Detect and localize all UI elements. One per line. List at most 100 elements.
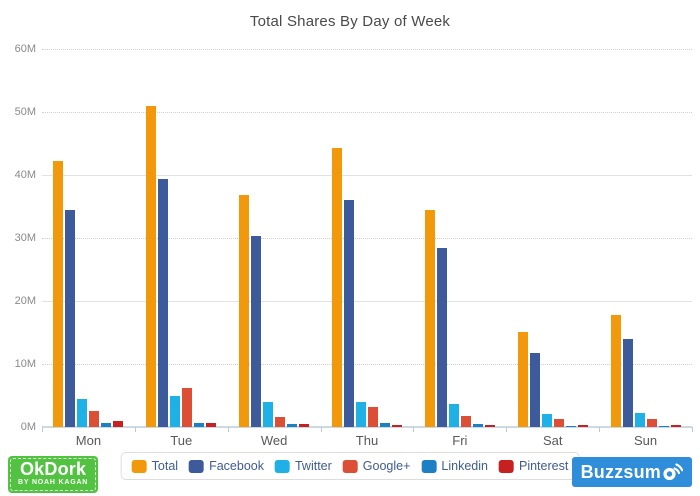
legend-label: Google+ xyxy=(362,459,411,473)
x-axis-line xyxy=(42,426,692,428)
bar-total-sun[interactable] xyxy=(610,314,621,427)
bar-pinterest-thu[interactable] xyxy=(391,425,402,427)
legend-label: Twitter xyxy=(294,459,332,473)
legend: Total Facebook Twitter Google+ Linkedin Pinte… xyxy=(120,452,580,480)
bar-total-wed[interactable] xyxy=(239,195,250,427)
y-axis-tick-label: 40M xyxy=(14,169,36,181)
y-axis-tick-label: 20M xyxy=(14,295,36,307)
legend-item-twitter[interactable]: Twitter xyxy=(274,459,332,473)
bar-googleplus-sun[interactable] xyxy=(646,418,657,427)
bar-pinterest-fri[interactable] xyxy=(484,425,495,427)
x-axis-label-sun: Sun xyxy=(633,433,658,448)
bar-pinterest-sun[interactable] xyxy=(670,425,681,427)
buzzsumo-o-signal-icon xyxy=(663,463,683,481)
legend-label: Facebook xyxy=(209,459,264,473)
legend-item-total[interactable]: Total xyxy=(131,459,179,473)
bar-twitter-wed[interactable] xyxy=(263,402,274,427)
bar-group-wed xyxy=(228,49,321,427)
gridline-30M xyxy=(42,238,692,239)
x-axis-tick xyxy=(134,427,136,432)
bar-linkedin-fri[interactable] xyxy=(472,424,483,427)
bar-total-thu[interactable] xyxy=(331,147,342,427)
bar-twitter-sun[interactable] xyxy=(634,413,645,427)
bar-googleplus-sat[interactable] xyxy=(553,419,564,427)
legend-item-linkedin[interactable]: Linkedin xyxy=(421,459,488,473)
legend-swatch-facebook xyxy=(189,459,205,473)
bar-twitter-mon[interactable] xyxy=(77,398,88,427)
bar-group-sat xyxy=(506,49,599,427)
bar-pinterest-tue[interactable] xyxy=(206,423,217,427)
chart-title: Total Shares By Day of Week xyxy=(249,13,451,30)
bar-facebook-tue[interactable] xyxy=(158,179,169,427)
okdork-logo[interactable]: OkDork BY NOAH KAGAN xyxy=(8,456,99,493)
x-axis-label-sat: Sat xyxy=(542,433,563,448)
bar-total-sat[interactable] xyxy=(517,331,528,427)
x-axis-tick xyxy=(692,427,693,432)
bar-twitter-fri[interactable] xyxy=(448,404,459,427)
x-axis-label-mon: Mon xyxy=(75,433,102,448)
okdork-logo-frame: OkDork BY NOAH KAGAN xyxy=(10,458,97,491)
bar-googleplus-fri[interactable] xyxy=(460,415,471,427)
bar-linkedin-thu[interactable] xyxy=(379,423,390,427)
x-axis-label-wed: Wed xyxy=(260,433,288,448)
bar-group-tue xyxy=(135,49,228,427)
bar-facebook-mon[interactable] xyxy=(65,209,76,427)
bar-facebook-wed[interactable] xyxy=(251,236,262,427)
legend-item-pinterest[interactable]: Pinterest xyxy=(498,459,569,473)
bar-twitter-sat[interactable] xyxy=(541,414,552,427)
legend-swatch-total xyxy=(131,459,147,473)
bar-linkedin-wed[interactable] xyxy=(287,423,298,427)
bar-linkedin-mon[interactable] xyxy=(101,422,112,427)
bar-pinterest-sat[interactable] xyxy=(577,425,588,427)
gridline-60M xyxy=(42,49,692,50)
bar-pinterest-mon[interactable] xyxy=(113,420,124,427)
bar-group-thu xyxy=(321,49,414,427)
x-axis-label-fri: Fri xyxy=(452,433,468,448)
bar-googleplus-tue[interactable] xyxy=(182,387,193,427)
x-axis-tick xyxy=(320,427,322,432)
bar-total-tue[interactable] xyxy=(146,105,157,427)
bar-googleplus-wed[interactable] xyxy=(275,416,286,427)
bar-linkedin-tue[interactable] xyxy=(194,422,205,427)
x-axis-tick xyxy=(413,427,415,432)
bar-twitter-thu[interactable] xyxy=(355,401,366,427)
okdork-logo-title: OkDork xyxy=(19,459,87,479)
gridline-40M xyxy=(42,175,692,176)
x-axis-label-tue: Tue xyxy=(170,433,193,448)
legend-label: Linkedin xyxy=(441,459,488,473)
y-axis-tick-label: 50M xyxy=(14,106,36,118)
buzzsumo-logo-text: Buzzsum xyxy=(580,461,661,482)
bar-group-mon xyxy=(42,49,135,427)
bar-group-fri xyxy=(413,49,506,427)
legend-swatch-linkedin xyxy=(421,459,437,473)
bar-facebook-sat[interactable] xyxy=(529,352,540,427)
legend-label: Total xyxy=(151,459,179,473)
legend-swatch-googleplus xyxy=(342,459,358,473)
bar-total-fri[interactable] xyxy=(424,209,435,427)
bar-facebook-thu[interactable] xyxy=(343,199,354,427)
x-axis-tick xyxy=(599,427,601,432)
bar-googleplus-mon[interactable] xyxy=(89,410,100,427)
bar-linkedin-sat[interactable] xyxy=(565,426,576,427)
bar-total-mon[interactable] xyxy=(53,160,64,427)
legend-item-googleplus[interactable]: Google+ xyxy=(342,459,411,473)
bar-pinterest-wed[interactable] xyxy=(299,423,310,427)
gridline-10M xyxy=(42,364,692,365)
bar-facebook-fri[interactable] xyxy=(436,248,447,427)
gridline-50M xyxy=(42,112,692,113)
legend-item-facebook[interactable]: Facebook xyxy=(189,459,264,473)
bar-googleplus-thu[interactable] xyxy=(367,407,378,427)
buzzsumo-logo[interactable]: Buzzsum xyxy=(571,457,692,487)
x-axis-tick xyxy=(227,427,229,432)
legend-label: Pinterest xyxy=(518,459,569,473)
x-axis-tick xyxy=(506,427,508,432)
bar-twitter-tue[interactable] xyxy=(170,395,181,427)
bar-facebook-sun[interactable] xyxy=(622,338,633,427)
bar-group-sun xyxy=(599,49,692,427)
legend-swatch-twitter xyxy=(274,459,290,473)
bar-linkedin-sun[interactable] xyxy=(658,426,669,427)
y-axis-tick-label: 0M xyxy=(20,421,36,433)
gridline-20M xyxy=(42,301,692,302)
y-axis-tick-label: 60M xyxy=(14,43,36,55)
